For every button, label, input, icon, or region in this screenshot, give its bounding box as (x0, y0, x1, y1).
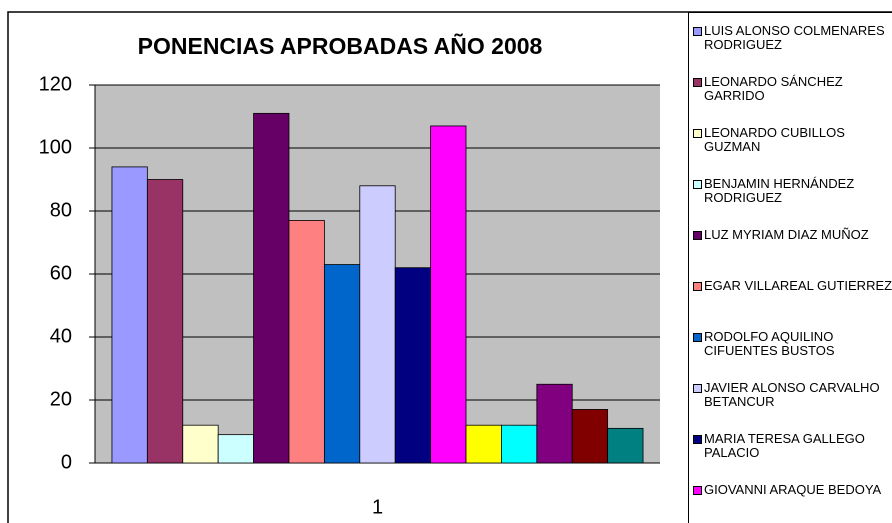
bar (182, 424, 219, 464)
legend-entry: LEONARDO CUBILLOS GUZMAN (693, 126, 892, 154)
bar (323, 264, 361, 464)
legend-swatch (693, 486, 702, 495)
bar (146, 179, 184, 464)
legend-entry: JAVIER ALONSO CARVALHO BETANCUR (693, 381, 892, 409)
legend-label: LUZ MYRIAM DIAZ MUÑOZ (704, 227, 869, 242)
legend-label: LEONARDO SÁNCHEZ GARRIDO (704, 74, 843, 103)
bar (607, 427, 644, 464)
y-tick-label: 80 (50, 199, 72, 221)
legend-entry: BENJAMIN HERNÁNDEZ RODRIGUEZ (693, 177, 892, 205)
bar (465, 424, 502, 464)
bar (359, 185, 396, 464)
legend-swatch (693, 333, 702, 342)
bar (253, 112, 290, 464)
y-tick-label: 60 (50, 262, 72, 284)
legend-swatch (693, 78, 702, 87)
bar (288, 220, 325, 464)
y-tick-label: 120 (39, 73, 72, 95)
legend-label: RODOLFO AQUILINO CIFUENTES BUSTOS (704, 329, 835, 358)
legend-swatch (693, 435, 702, 444)
y-tick-label: 100 (39, 136, 72, 158)
bar (394, 267, 432, 464)
bar (111, 166, 148, 464)
legend-label: EGAR VILLAREAL GUTIERREZ (704, 278, 892, 293)
y-tick-label: 20 (50, 388, 72, 410)
legend-label: JAVIER ALONSO CARVALHO BETANCUR (704, 380, 880, 409)
legend-swatch (693, 129, 702, 138)
legend-label: LUIS ALONSO COLMENARES RODRIGUEZ (704, 23, 885, 52)
chart-title: PONENCIAS APROBADAS AÑO 2008 (138, 32, 543, 59)
bar (217, 434, 254, 464)
legend-entry: LEONARDO SÁNCHEZ GARRIDO (693, 75, 892, 103)
legend-entry: MARIA TERESA GALLEGO PALACIO (693, 432, 892, 460)
legend-swatch (693, 27, 702, 36)
legend-entry: RODOLFO AQUILINO CIFUENTES BUSTOS (693, 330, 892, 358)
bar (571, 409, 609, 464)
legend-swatch (693, 231, 702, 240)
legend-entry: LUZ MYRIAM DIAZ MUÑOZ (693, 228, 892, 242)
y-tick-label: 40 (50, 325, 72, 347)
y-tick-label: 0 (61, 451, 72, 473)
bar (430, 125, 467, 464)
legend-label: BENJAMIN HERNÁNDEZ RODRIGUEZ (704, 176, 855, 205)
legend-entry: GIOVANNI ARAQUE BEDOYA (693, 483, 892, 497)
legend-label: GIOVANNI ARAQUE BEDOYA (704, 482, 882, 497)
legend: LUIS ALONSO COLMENARES RODRIGUEZ LEONARDO… (688, 12, 892, 523)
bar (536, 383, 573, 464)
legend-label: LEONARDO CUBILLOS GUZMAN (704, 125, 845, 154)
legend-swatch (693, 384, 702, 393)
x-tick-label: 1 (372, 496, 383, 518)
legend-swatch (693, 180, 702, 189)
legend-swatch (693, 282, 702, 291)
legend-entry: EGAR VILLAREAL GUTIERREZ (693, 279, 892, 293)
bar (501, 424, 538, 464)
legend-label: MARIA TERESA GALLEGO PALACIO (704, 431, 865, 460)
legend-entry: LUIS ALONSO COLMENARES RODRIGUEZ (693, 24, 892, 52)
